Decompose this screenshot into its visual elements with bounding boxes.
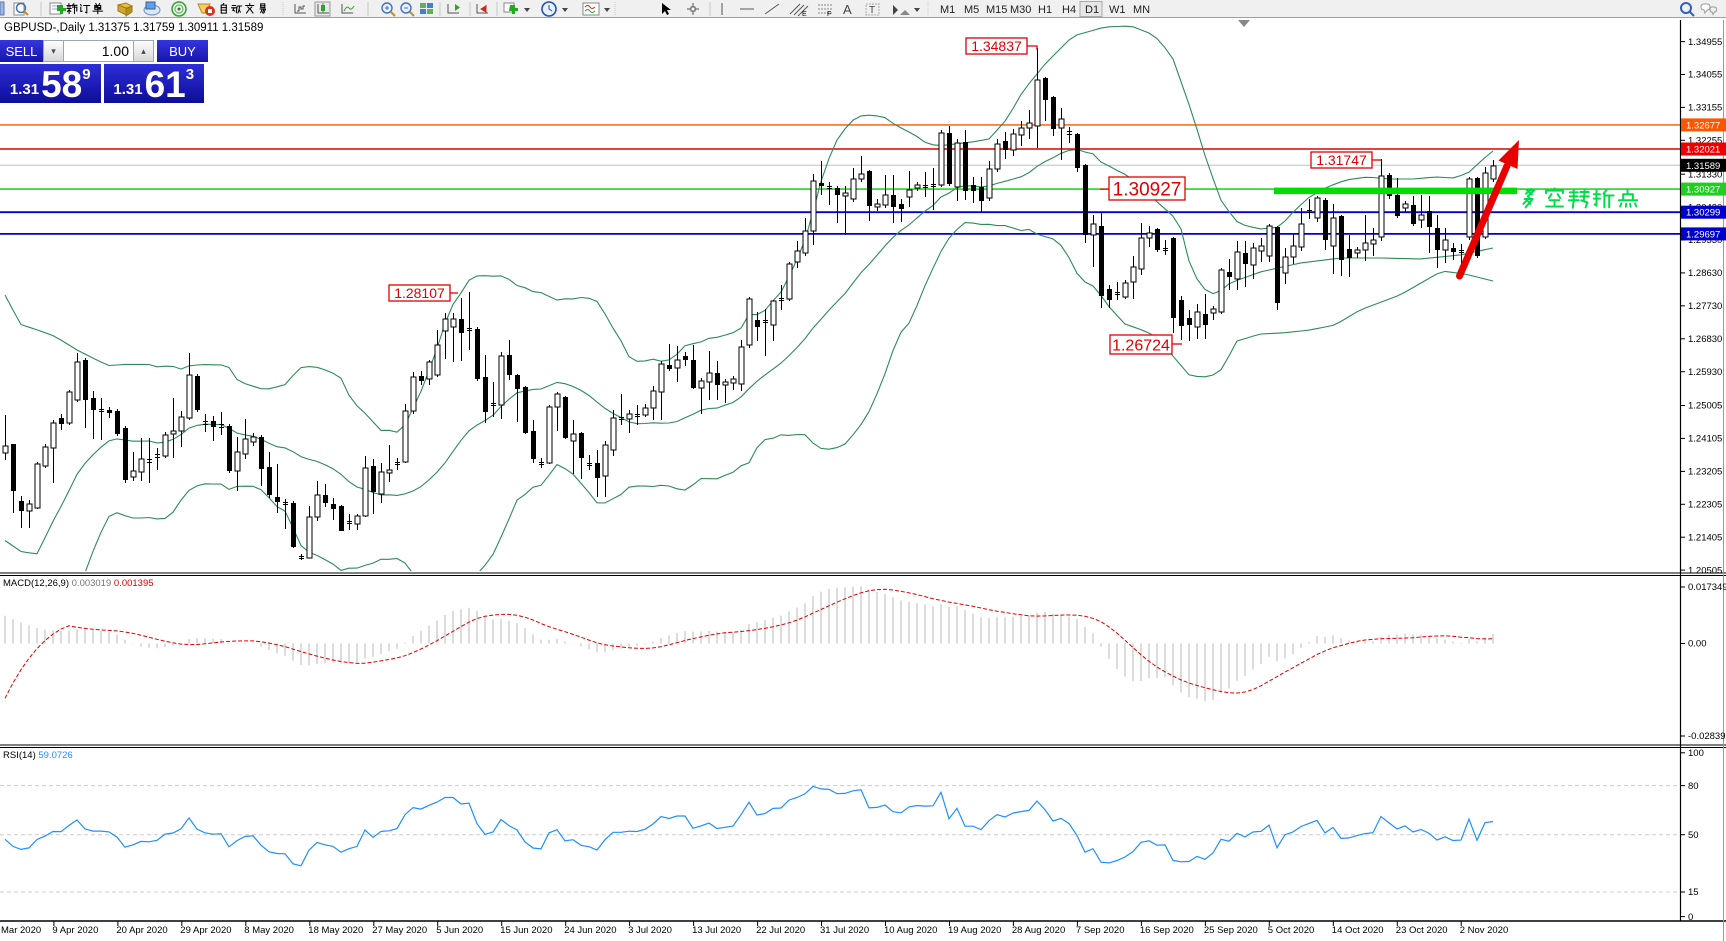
svg-text:1.34055: 1.34055 xyxy=(1688,70,1722,81)
svg-text:2 Nov 2020: 2 Nov 2020 xyxy=(1460,925,1509,936)
svg-text:15: 15 xyxy=(1688,887,1699,898)
svg-text:1.25930: 1.25930 xyxy=(1688,367,1722,378)
svg-text:GBPUSD-,Daily 1.31375 1.31759: GBPUSD-,Daily 1.31375 1.31759 1.30911 1.… xyxy=(4,22,263,34)
svg-text:1.31747: 1.31747 xyxy=(1316,152,1367,168)
svg-text:31 Jul 2020: 31 Jul 2020 xyxy=(820,925,869,936)
svg-text:0.017349: 0.017349 xyxy=(1688,582,1726,593)
svg-text:25 Sep 2020: 25 Sep 2020 xyxy=(1204,925,1258,936)
svg-text:24 Jun 2020: 24 Jun 2020 xyxy=(564,925,616,936)
svg-text:16 Sep 2020: 16 Sep 2020 xyxy=(1140,925,1194,936)
svg-text:1.32677: 1.32677 xyxy=(1686,120,1720,131)
svg-text:1.33155: 1.33155 xyxy=(1688,103,1722,114)
svg-text:15 Jun 2020: 15 Jun 2020 xyxy=(500,925,552,936)
svg-text:29 Apr 2020: 29 Apr 2020 xyxy=(180,925,231,936)
svg-text:Mar 2020: Mar 2020 xyxy=(1,925,41,936)
svg-text:1.28630: 1.28630 xyxy=(1688,268,1722,279)
svg-text:1.32021: 1.32021 xyxy=(1686,145,1720,156)
svg-text:8 May 2020: 8 May 2020 xyxy=(244,925,294,936)
svg-text:D1: D1 xyxy=(1085,4,1099,16)
svg-text:-0.028398: -0.028398 xyxy=(1688,731,1726,742)
svg-text:1.21405: 1.21405 xyxy=(1688,532,1722,543)
svg-text:1.28107: 1.28107 xyxy=(394,285,445,301)
svg-text:M1: M1 xyxy=(940,4,955,16)
svg-text:1.23205: 1.23205 xyxy=(1688,467,1722,478)
svg-text:1.31589: 1.31589 xyxy=(1686,161,1720,172)
svg-text:80: 80 xyxy=(1688,781,1699,792)
svg-text:1.30299: 1.30299 xyxy=(1686,208,1720,219)
svg-text:A: A xyxy=(843,2,852,17)
svg-text:H1: H1 xyxy=(1038,4,1052,16)
svg-text:22 Jul 2020: 22 Jul 2020 xyxy=(756,925,805,936)
svg-text:1.26830: 1.26830 xyxy=(1688,334,1722,345)
svg-text:1.32255: 1.32255 xyxy=(1688,136,1722,147)
svg-text:MACD(12,26,9) 0.003019 0.00139: MACD(12,26,9) 0.003019 0.001395 xyxy=(3,578,154,589)
svg-text:1.29530: 1.29530 xyxy=(1688,235,1722,246)
svg-text:13 Jul 2020: 13 Jul 2020 xyxy=(692,925,741,936)
svg-text:0.00: 0.00 xyxy=(1688,639,1707,650)
svg-text:1.20505: 1.20505 xyxy=(1688,565,1722,576)
svg-text:MN: MN xyxy=(1133,4,1150,16)
svg-text:5 Oct 2020: 5 Oct 2020 xyxy=(1268,925,1314,936)
svg-text:100: 100 xyxy=(1688,748,1704,759)
svg-text:9 Apr 2020: 9 Apr 2020 xyxy=(52,925,98,936)
svg-text:3 Jul 2020: 3 Jul 2020 xyxy=(628,925,672,936)
svg-text:18 May 2020: 18 May 2020 xyxy=(308,925,363,936)
svg-text:5 Jun 2020: 5 Jun 2020 xyxy=(436,925,483,936)
svg-text:RSI(14) 59.0726: RSI(14) 59.0726 xyxy=(3,750,73,761)
svg-text:7 Sep 2020: 7 Sep 2020 xyxy=(1076,925,1125,936)
svg-text:1.26724: 1.26724 xyxy=(1112,337,1170,354)
svg-text:28 Aug 2020: 28 Aug 2020 xyxy=(1012,925,1065,936)
svg-text:1.22305: 1.22305 xyxy=(1688,500,1722,511)
svg-text:1.30927: 1.30927 xyxy=(1113,179,1182,200)
svg-text:M30: M30 xyxy=(1010,4,1031,16)
svg-text:14 Oct 2020: 14 Oct 2020 xyxy=(1332,925,1384,936)
svg-text:T: T xyxy=(869,5,875,16)
svg-text:0: 0 xyxy=(1688,912,1693,923)
svg-text:E: E xyxy=(802,11,807,18)
svg-text:23 Oct 2020: 23 Oct 2020 xyxy=(1396,925,1448,936)
svg-text:M5: M5 xyxy=(964,4,979,16)
svg-text:50: 50 xyxy=(1688,830,1699,841)
svg-text:10 Aug 2020: 10 Aug 2020 xyxy=(884,925,937,936)
svg-text:1.27730: 1.27730 xyxy=(1688,301,1722,312)
svg-text:1.30927: 1.30927 xyxy=(1686,185,1720,196)
svg-text:H4: H4 xyxy=(1062,4,1076,16)
svg-text:W1: W1 xyxy=(1109,4,1126,16)
svg-text:1.34955: 1.34955 xyxy=(1688,37,1722,48)
svg-text:19 Aug 2020: 19 Aug 2020 xyxy=(948,925,1001,936)
svg-text:1.34837: 1.34837 xyxy=(971,38,1022,54)
svg-text:1.29697: 1.29697 xyxy=(1686,229,1720,240)
svg-text:1.24105: 1.24105 xyxy=(1688,434,1722,445)
svg-text:27 May 2020: 27 May 2020 xyxy=(372,925,427,936)
svg-text:20 Apr 2020: 20 Apr 2020 xyxy=(116,925,167,936)
svg-text:M15: M15 xyxy=(986,4,1007,16)
svg-text:1.25005: 1.25005 xyxy=(1688,401,1722,412)
svg-text:F: F xyxy=(827,11,831,18)
svg-text:1.31330: 1.31330 xyxy=(1688,169,1722,180)
